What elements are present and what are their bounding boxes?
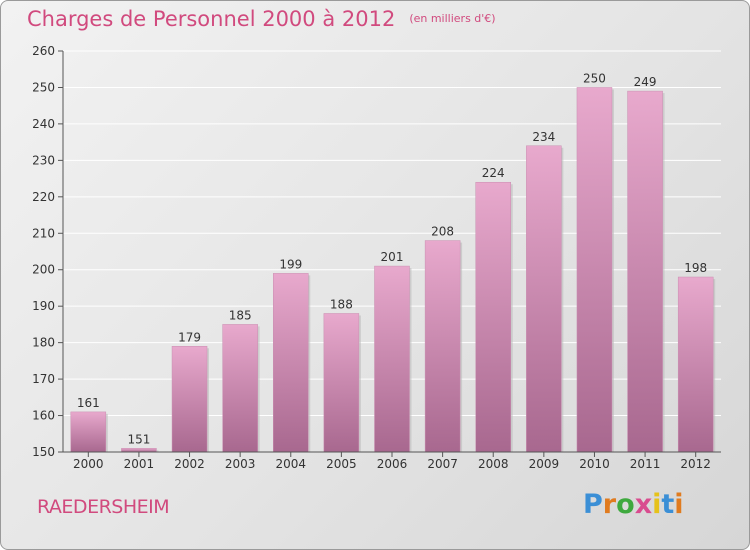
y-tick-label: 200 — [32, 263, 55, 277]
bar-value-label: 249 — [634, 75, 657, 89]
y-tick-label: 250 — [32, 80, 55, 94]
logo-letter: x — [634, 489, 653, 520]
bar-value-label: 179 — [178, 330, 201, 344]
x-tick-label: 2000 — [73, 457, 104, 471]
x-tick-label: 2008 — [478, 457, 509, 471]
bar-value-label: 199 — [279, 257, 302, 271]
logo-letter: P — [583, 489, 603, 520]
y-tick-label: 170 — [32, 372, 55, 386]
bar — [576, 87, 613, 453]
bar — [273, 273, 309, 453]
location-name: RAEDERSHEIM — [37, 496, 170, 518]
y-tick-label: 220 — [32, 190, 55, 204]
bar — [677, 276, 714, 453]
x-tick-label: 2012 — [680, 457, 711, 471]
x-tick-label: 2004 — [275, 457, 306, 471]
bar-value-label: 185 — [229, 308, 252, 322]
logo-letter: o — [616, 489, 635, 520]
chart-title-text: Charges de Personnel 2000 à 2012 — [27, 7, 396, 31]
y-tick-label: 210 — [32, 226, 55, 240]
bar — [323, 313, 360, 453]
logo-letter: i — [652, 489, 662, 520]
logo-letter: r — [602, 489, 617, 520]
y-tick-label: 190 — [32, 299, 55, 313]
bar-value-label: 198 — [684, 261, 707, 275]
x-tick-label: 2009 — [529, 457, 560, 471]
bar — [424, 240, 461, 453]
y-tick-label: 240 — [32, 117, 55, 131]
x-tick-label: 2005 — [326, 457, 357, 471]
y-tick-label: 260 — [32, 44, 55, 58]
y-tick-label: 160 — [32, 409, 55, 423]
bar-value-label: 201 — [381, 250, 404, 264]
y-tick-label: 180 — [32, 336, 55, 350]
y-tick-label: 150 — [32, 445, 55, 459]
x-tick-label: 2001 — [124, 457, 155, 471]
bar-value-label: 161 — [77, 396, 100, 410]
logo-letter: t — [661, 489, 675, 520]
bar — [171, 346, 208, 453]
x-tick-label: 2003 — [225, 457, 256, 471]
x-tick-label: 2006 — [377, 457, 408, 471]
bar — [627, 90, 663, 453]
bar — [526, 145, 562, 453]
y-tick-label: 230 — [32, 153, 55, 167]
bar-value-label: 234 — [532, 130, 555, 144]
bar — [374, 265, 410, 453]
x-tick-label: 2002 — [174, 457, 205, 471]
logo-letter: i — [674, 489, 684, 520]
x-tick-label: 2011 — [630, 457, 661, 471]
bar — [475, 181, 511, 453]
proxiti-logo: Proxiti — [583, 489, 684, 520]
bar-value-label: 151 — [127, 432, 150, 446]
x-tick-label: 2010 — [579, 457, 610, 471]
x-tick-label: 2007 — [427, 457, 458, 471]
chart-subtitle: (en milliers d'€) — [409, 12, 496, 25]
bar — [70, 411, 107, 453]
bar — [121, 448, 157, 453]
bar-value-label: 208 — [431, 225, 454, 239]
bar-value-label: 224 — [482, 166, 505, 180]
bar-value-label: 250 — [583, 71, 606, 85]
chart-title: Charges de Personnel 2000 à 2012 (en mill… — [27, 7, 496, 31]
bar-value-label: 188 — [330, 297, 353, 311]
bar — [222, 324, 258, 453]
